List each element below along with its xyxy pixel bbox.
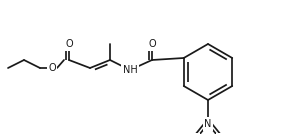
Text: O: O	[48, 63, 56, 73]
Text: O: O	[65, 39, 73, 49]
Text: N: N	[204, 119, 212, 129]
Text: O: O	[148, 39, 156, 49]
Text: NH: NH	[123, 65, 137, 75]
